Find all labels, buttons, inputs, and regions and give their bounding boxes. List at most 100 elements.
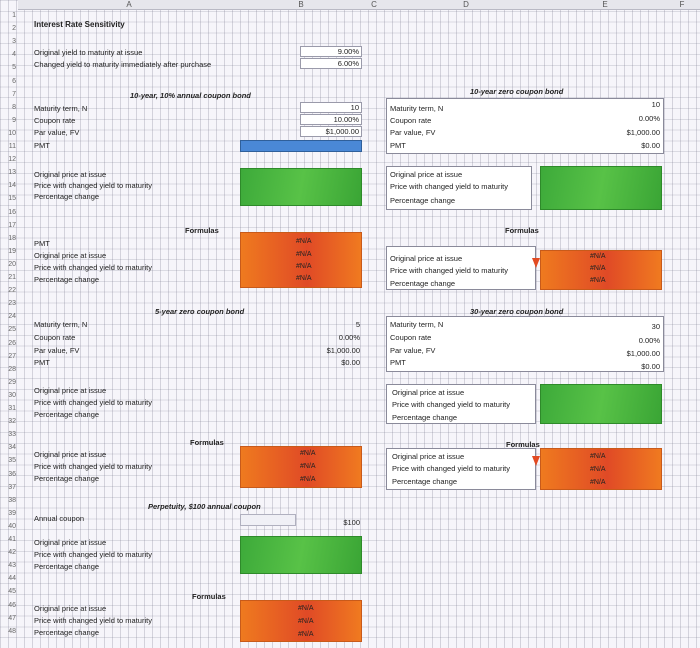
row-header[interactable]: 31 <box>8 405 16 412</box>
row-header[interactable]: 27 <box>8 352 16 360</box>
row-header[interactable]: 40 <box>8 522 16 530</box>
bond10coupon-header: 10-year, 10% annual coupon bond <box>130 91 251 100</box>
row-header[interactable]: 38 <box>8 496 16 504</box>
bond10coupon-par-label: Par value, FV <box>34 128 80 137</box>
bond30zero-coupon-label: Coupon rate <box>390 333 432 342</box>
row-header[interactable]: 35 <box>8 457 16 465</box>
row-header[interactable]: 33 <box>8 431 16 439</box>
row-header[interactable]: 24 <box>8 313 16 321</box>
perpetuity-na-1: #N/A <box>298 605 314 612</box>
bond10coupon-pmt-cell[interactable] <box>240 140 362 152</box>
bond5zero-price-orig: Original price at issue <box>34 386 107 395</box>
bond30zero-na-1: #N/A <box>590 453 606 460</box>
perpetuity-coupon-value[interactable]: $100 <box>343 518 360 527</box>
column-header-a[interactable]: A <box>18 0 240 10</box>
column-header-b[interactable]: B <box>240 0 362 10</box>
bond30zero-price-changed: Price with changed yield to maturity <box>392 400 510 409</box>
bond10coupon-par-value[interactable]: $1,000.00 <box>300 126 362 137</box>
row-header[interactable]: 48 <box>8 627 16 635</box>
row-header[interactable]: 1 <box>12 12 16 19</box>
row-header[interactable]: 21 <box>8 274 16 281</box>
bond10zero-results-block[interactable] <box>540 166 662 210</box>
row-header[interactable]: 2 <box>12 25 16 33</box>
row-header[interactable]: 18 <box>8 234 16 242</box>
row-header[interactable]: 11 <box>8 143 16 150</box>
row-header[interactable]: 37 <box>8 483 16 491</box>
row-header[interactable]: 46 <box>8 601 16 609</box>
row-header[interactable]: 22 <box>8 287 16 295</box>
bond10coupon-results-block[interactable] <box>240 168 362 206</box>
row-header[interactable]: 28 <box>8 365 16 373</box>
row-header[interactable]: 5 <box>12 64 16 72</box>
bond30zero-formula-block[interactable] <box>540 448 662 490</box>
row-header[interactable]: 25 <box>8 326 16 334</box>
changed-yield-value[interactable]: 6.00% <box>300 58 362 69</box>
perpetuity-formula-block[interactable] <box>240 600 362 642</box>
bond30zero-par-value[interactable]: $1,000.00 <box>626 349 660 358</box>
bond10coupon-price-changed: Price with changed yield to maturity <box>34 181 152 190</box>
orig-yield-value[interactable]: 9.00% <box>300 46 362 57</box>
bond10coupon-na-2: #N/A <box>296 251 312 258</box>
bond5zero-coupon-label: Coupon rate <box>34 333 76 342</box>
perpetuity-results-block[interactable] <box>240 536 362 574</box>
row-header[interactable]: 8 <box>12 103 16 111</box>
row-header[interactable]: 47 <box>8 614 16 622</box>
row-header[interactable]: 15 <box>8 195 16 203</box>
bond30zero-par-label: Par value, FV <box>390 346 436 355</box>
row-header[interactable]: 14 <box>8 182 16 190</box>
bond10zero-par-value[interactable]: $1,000.00 <box>626 128 660 137</box>
row-header[interactable]: 16 <box>8 208 16 216</box>
bond5zero-price-changed: Price with changed yield to maturity <box>34 398 152 407</box>
bond30zero-pmt-value[interactable]: $0.00 <box>641 362 660 371</box>
column-header-e[interactable]: E <box>546 0 664 10</box>
row-header[interactable]: 45 <box>8 588 16 596</box>
bond10coupon-maturity-value[interactable]: 10 <box>300 102 362 113</box>
row-header[interactable]: 39 <box>8 509 16 517</box>
bond10zero-price-orig: Original price at issue <box>390 170 463 179</box>
column-header-d[interactable]: D <box>386 0 546 10</box>
bond10zero-pmt-value[interactable]: $0.00 <box>641 141 660 150</box>
bond30zero-f-orig: Original price at issue <box>392 452 465 461</box>
bond5zero-formula-block[interactable] <box>240 446 362 488</box>
row-header[interactable]: 42 <box>8 549 16 557</box>
bond5zero-par-value[interactable]: $1,000.00 <box>326 346 360 355</box>
row-header[interactable]: 9 <box>12 116 16 124</box>
row-header[interactable]: 7 <box>12 90 16 98</box>
perpetuity-empty-cell[interactable] <box>240 514 296 526</box>
bond5zero-maturity-value[interactable]: 5 <box>355 320 360 329</box>
bond10zero-maturity-value[interactable]: 10 <box>651 100 660 109</box>
row-header[interactable]: 29 <box>8 378 16 386</box>
row-header[interactable]: 17 <box>8 221 16 229</box>
bond5zero-coupon-value[interactable]: 0.00% <box>338 333 360 342</box>
row-header[interactable]: 26 <box>8 339 16 347</box>
row-header[interactable]: 44 <box>8 575 16 583</box>
row-header[interactable]: 32 <box>8 418 16 426</box>
bond10coupon-coupon-value[interactable]: 10.00% <box>300 114 362 125</box>
row-header[interactable]: 3 <box>12 38 16 46</box>
row-header[interactable]: 20 <box>8 260 16 268</box>
row-header[interactable]: 43 <box>8 562 16 570</box>
bond5zero-pmt-value[interactable]: $0.00 <box>341 358 360 367</box>
bond30zero-maturity-value[interactable]: 30 <box>651 322 660 331</box>
row-header[interactable]: 12 <box>8 156 16 164</box>
row-header[interactable]: 36 <box>8 470 16 478</box>
bond30zero-results-block[interactable] <box>540 384 662 424</box>
bond10zero-formula-box <box>386 246 536 290</box>
bond5zero-pmt-label: PMT <box>34 358 50 367</box>
bond30zero-coupon-value[interactable]: 0.00% <box>638 336 660 345</box>
row-header[interactable]: 13 <box>8 169 16 177</box>
row-header[interactable]: 10 <box>8 129 16 137</box>
column-header-c[interactable]: C <box>362 0 386 10</box>
row-header[interactable]: 23 <box>8 300 16 308</box>
bond10zero-formula-block[interactable] <box>540 250 662 290</box>
row-header[interactable]: 6 <box>12 77 16 85</box>
bond10zero-coupon-value[interactable]: 0.00% <box>638 114 660 123</box>
bond5zero-na-3: #N/A <box>300 476 316 483</box>
bond10coupon-formula-block[interactable] <box>240 232 362 288</box>
row-header[interactable]: 30 <box>8 391 16 399</box>
row-header[interactable]: 4 <box>12 51 16 59</box>
row-header[interactable]: 41 <box>8 536 16 543</box>
row-header[interactable]: 19 <box>8 247 16 255</box>
column-header-f[interactable]: F <box>664 0 700 10</box>
row-header[interactable]: 34 <box>8 444 16 452</box>
